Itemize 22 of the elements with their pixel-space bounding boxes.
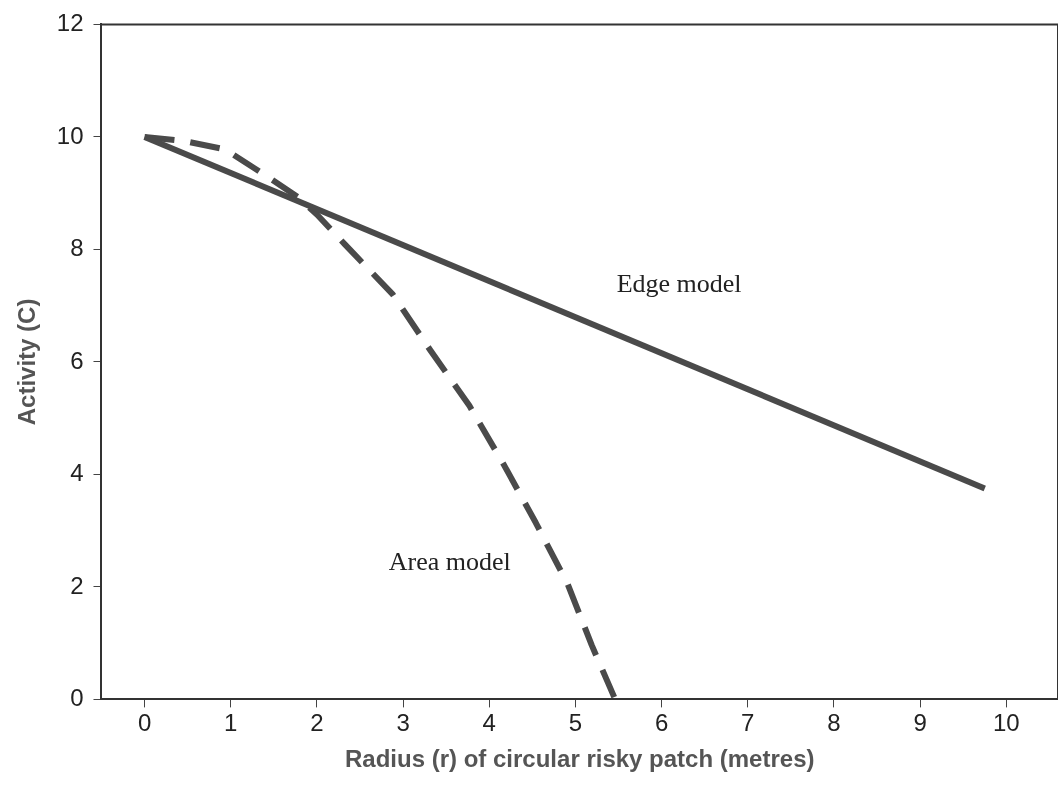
x-tick-label: 5: [568, 709, 583, 737]
x-tick-label: 2: [310, 709, 324, 737]
y-tick-label: 12: [56, 9, 84, 37]
x-tick-label: 3: [396, 709, 410, 737]
x-tick-label: 6: [654, 709, 669, 737]
x-tick-label: 4: [482, 709, 496, 737]
x-tick-label: 0: [137, 709, 152, 737]
y-tick-label: 0: [70, 684, 84, 712]
x-tick-label: 8: [827, 709, 841, 737]
y-tick-label: 2: [70, 571, 84, 599]
y-tick-label: 6: [70, 346, 84, 374]
y-tick-label: 10: [56, 121, 84, 149]
x-tick-label: 7: [741, 709, 755, 737]
x-tick-label: 10: [992, 709, 1020, 737]
x-axis-title: Radius (r) of circular risky patch (metres): [345, 745, 815, 773]
x-tick-label: 1: [224, 709, 238, 737]
y-tick-label: 4: [70, 459, 84, 487]
x-tick-label: 9: [913, 709, 927, 737]
series-label: Area model: [388, 546, 511, 576]
y-axis-title: Activity (C): [13, 298, 41, 426]
series-label: Edge model: [616, 269, 742, 299]
y-tick-label: 8: [70, 234, 84, 262]
